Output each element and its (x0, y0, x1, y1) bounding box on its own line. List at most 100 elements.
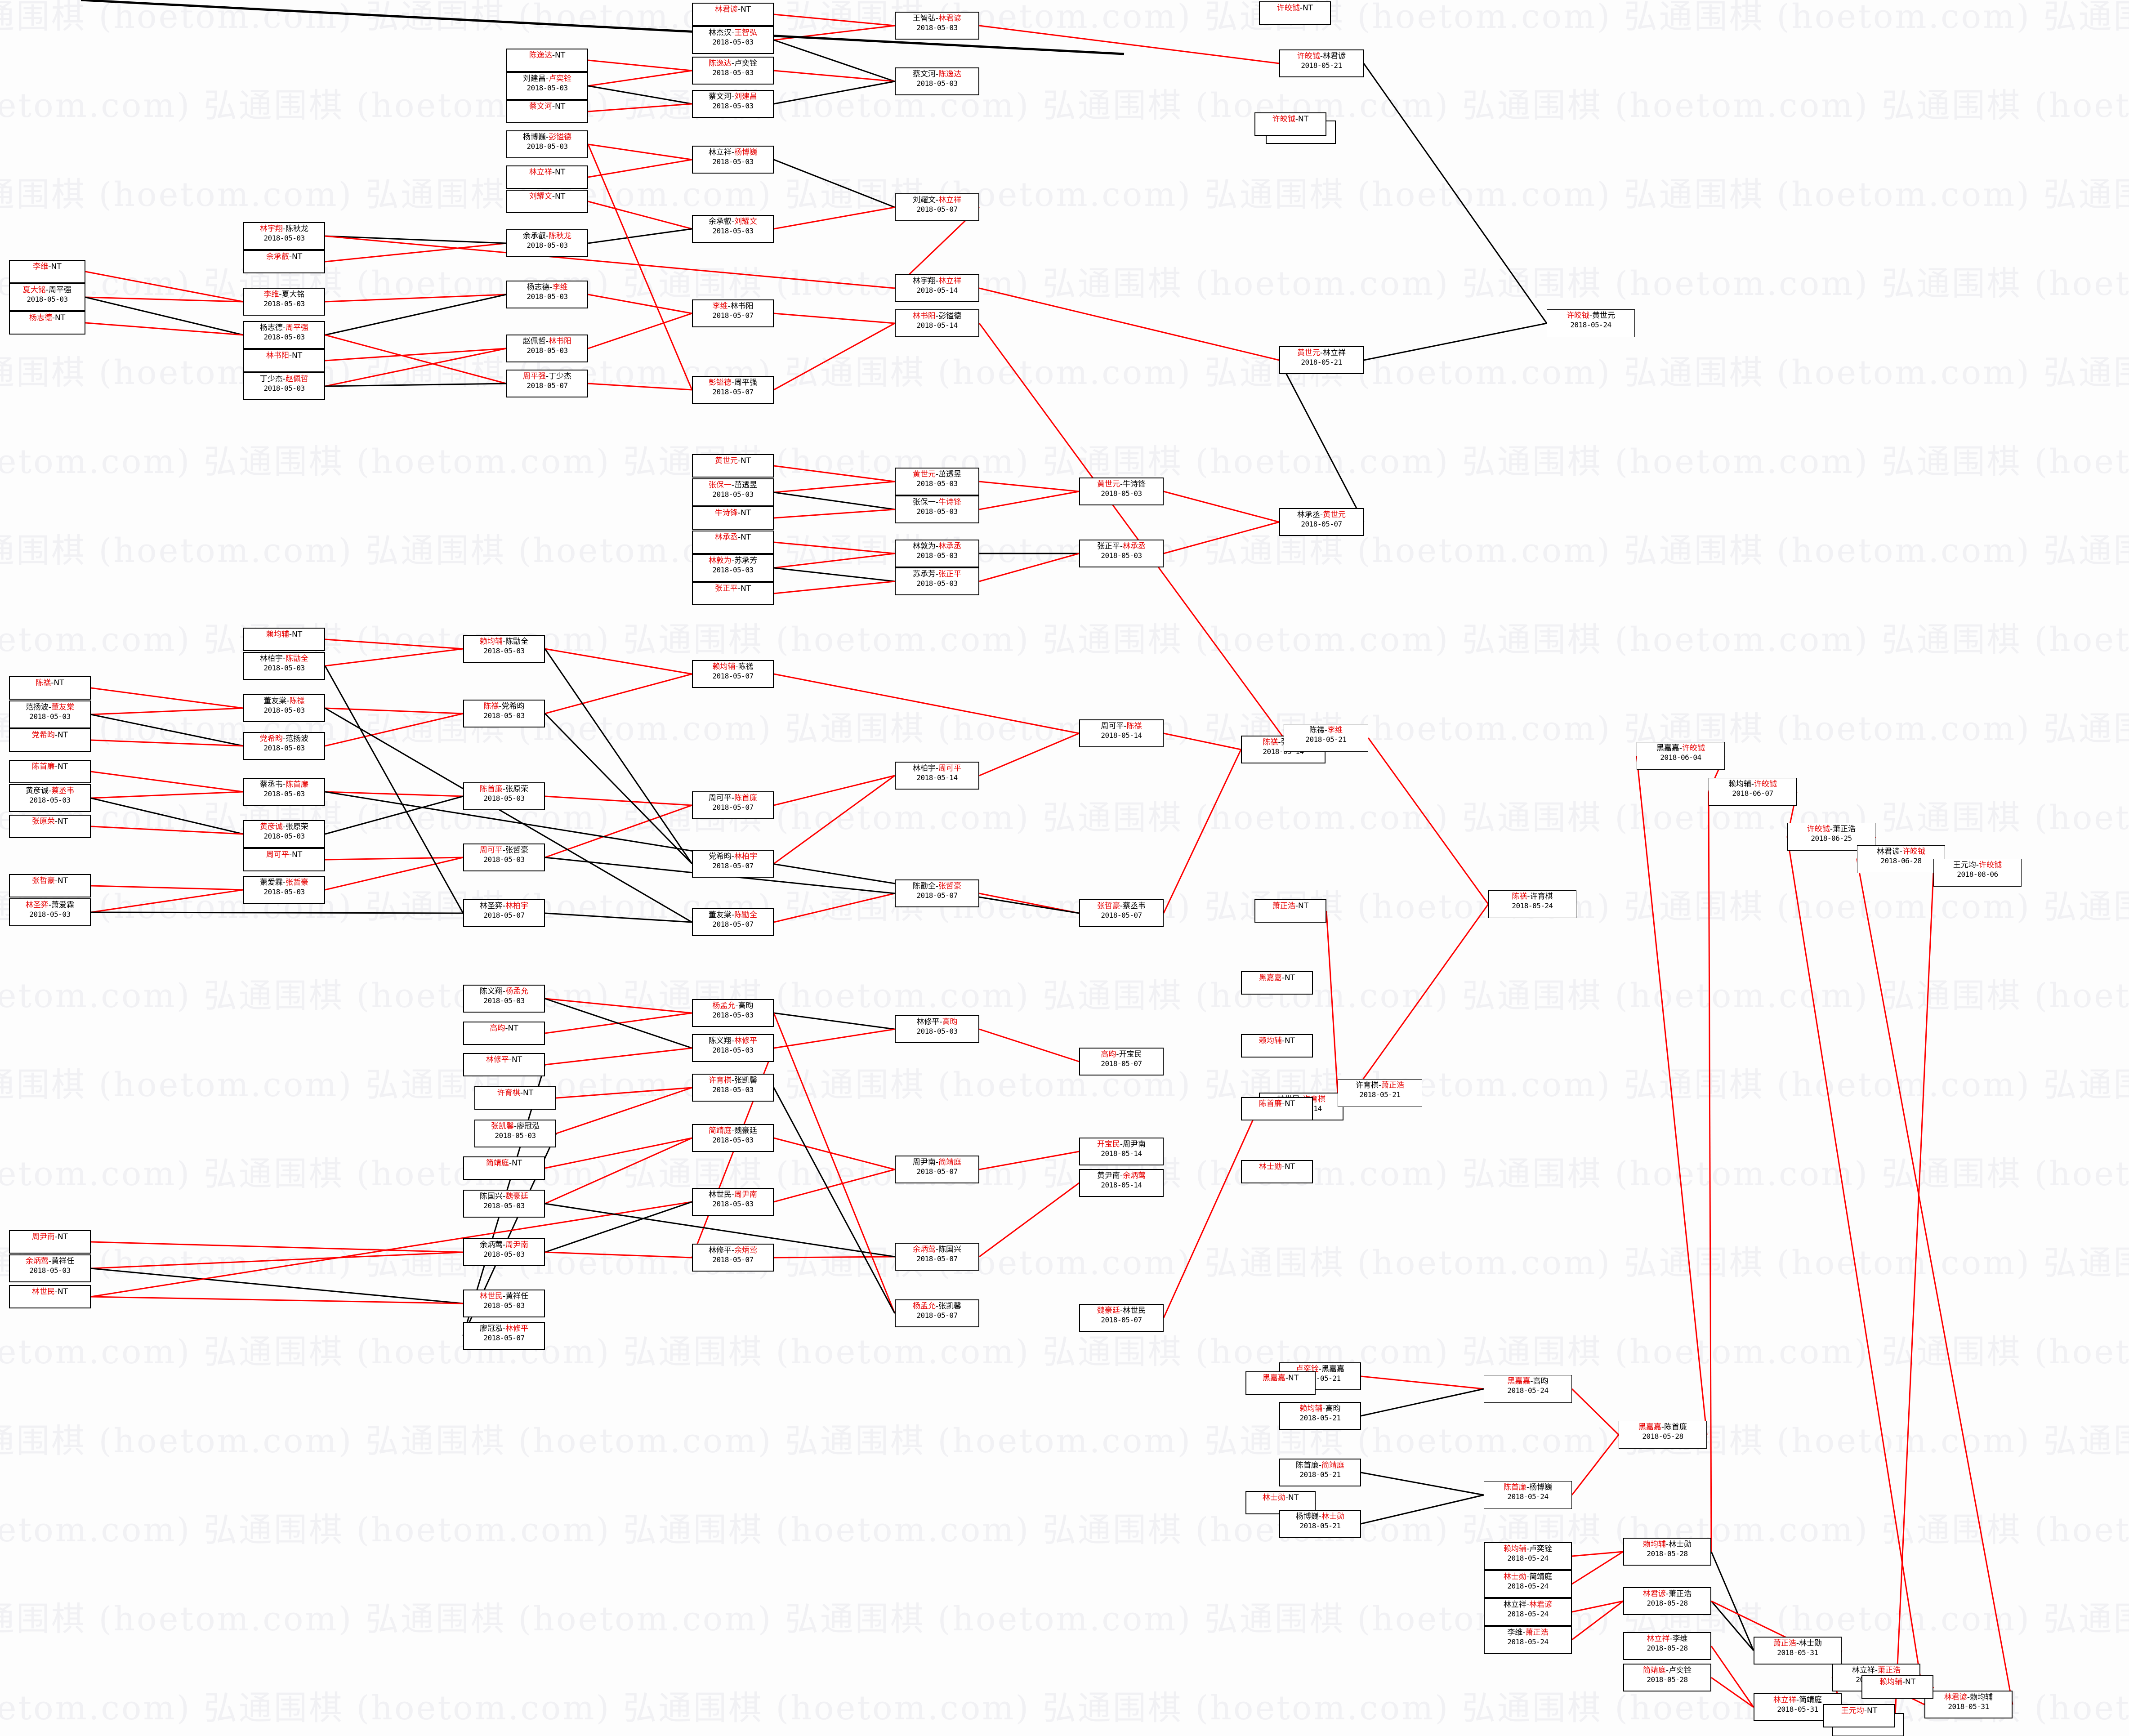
bracket-match-node[interactable]: 高昀-开宝民 2018-05-07 (1079, 1048, 1164, 1076)
bracket-match-node[interactable]: 陈义翔-杨孟允 2018-05-03 (463, 985, 545, 1013)
bracket-match-node[interactable]: 林世民-周尹南 2018-05-03 (692, 1188, 774, 1216)
bracket-match-node[interactable]: 黄世元-茁透昱 2018-05-03 (895, 468, 979, 495)
bracket-match-node[interactable]: 林圣弈-林柏宇 2018-05-07 (463, 899, 545, 927)
bracket-match-node[interactable]: 萧爱霖-张哲豪 2018-05-03 (243, 876, 325, 904)
bracket-match-node[interactable]: 周可平-NT (243, 848, 325, 871)
bracket-match-node[interactable]: 余承叡-陈秋龙 2018-05-03 (506, 229, 588, 257)
bracket-match-node[interactable]: 刘耀文-林立祥 2018-05-07 (895, 193, 979, 221)
bracket-match-node[interactable]: 许皎钺-NT (1259, 1, 1331, 25)
bracket-match-node[interactable]: 余承叡-刘耀文 2018-05-03 (692, 215, 774, 243)
bracket-match-node[interactable]: 赖均辅-NT (1861, 1675, 1933, 1699)
bracket-match-node[interactable]: 陈禚-许育棋 2018-05-24 (1488, 890, 1576, 918)
bracket-match-node[interactable]: 张保一-茁透昱 2018-05-03 (692, 478, 774, 506)
bracket-match-node[interactable]: 蔡文河-刘建昌 2018-05-03 (692, 90, 774, 118)
bracket-match-node[interactable]: 张哲豪-蔡丞韦 2018-05-07 (1079, 899, 1164, 927)
bracket-match-node[interactable]: 萧正浩-林士勋 2018-05-31 (1754, 1637, 1842, 1665)
bracket-match-node[interactable]: 黑嘉嘉-NT (1241, 971, 1313, 995)
bracket-match-node[interactable]: 陈逸达-NT (506, 49, 588, 72)
bracket-match-node[interactable]: 张凯馨-廖冠泓 2018-05-03 (474, 1120, 556, 1147)
bracket-match-node[interactable]: 高昀-NT (463, 1022, 545, 1045)
bracket-match-node[interactable]: 赖均辅-NT (1241, 1034, 1313, 1058)
bracket-match-node[interactable]: 王智弘-林君谚 2018-05-03 (895, 12, 979, 40)
bracket-match-node[interactable]: 赖均辅-林士勋 2018-05-28 (1623, 1538, 1711, 1566)
bracket-match-node[interactable]: 杨博巍-彭镒德 2018-05-03 (506, 130, 588, 158)
bracket-match-node[interactable]: 简靖庭-卢奕铨 2018-05-28 (1623, 1664, 1711, 1691)
bracket-match-node[interactable]: 林书阳-NT (243, 349, 325, 372)
bracket-match-node[interactable]: 蔡文河-陈逸达 2018-05-03 (895, 67, 979, 95)
bracket-match-node[interactable]: 周可平-陈禚 2018-05-14 (1079, 719, 1164, 747)
bracket-match-node[interactable]: 黄世元-牛诗锋 2018-05-03 (1079, 478, 1164, 505)
bracket-match-node[interactable]: 董友棠-陈勖全 2018-05-07 (692, 908, 774, 936)
bracket-match-node[interactable]: 赖均辅-陈禚 2018-05-07 (692, 660, 774, 688)
bracket-match-node[interactable]: 刘耀文-NT (506, 190, 588, 213)
bracket-match-node[interactable]: 党希昀-范扬波 2018-05-03 (243, 732, 325, 760)
bracket-match-node[interactable]: 赖均辅-许皎钺 2018-06-07 (1709, 778, 1797, 806)
bracket-match-node[interactable]: 林修平-余炳莺 2018-05-07 (692, 1244, 774, 1272)
bracket-match-node[interactable]: 黄彦诚-张原荣 2018-05-03 (243, 820, 325, 848)
bracket-match-node[interactable]: 黄彦诚-蔡丞韦 2018-05-03 (9, 784, 91, 812)
bracket-match-node[interactable]: 余炳莺-陈国兴 2018-05-07 (895, 1243, 979, 1271)
bracket-match-node[interactable]: 杨孟允-高昀 2018-05-03 (692, 999, 774, 1027)
bracket-match-node[interactable]: 黑嘉嘉-许皎钺 2018-06-04 (1637, 742, 1725, 770)
bracket-match-node[interactable]: 魏豪廷-林世民 2018-05-07 (1079, 1304, 1164, 1332)
bracket-match-node[interactable]: 林君谚-萧正浩 2018-05-28 (1623, 1587, 1711, 1615)
bracket-match-node[interactable]: 黄世元-NT (692, 454, 774, 478)
bracket-match-node[interactable]: 林敦为-林承丞 2018-05-03 (895, 540, 979, 567)
bracket-match-node[interactable]: 林立祥-NT (506, 165, 588, 189)
bracket-match-node[interactable]: 范扬波-董友棠 2018-05-03 (9, 701, 91, 728)
bracket-match-node[interactable]: 陈国兴-魏豪廷 2018-05-03 (463, 1190, 545, 1218)
bracket-match-node[interactable]: 林圣弈-萧爱霖 2018-05-03 (9, 898, 91, 926)
bracket-match-node[interactable]: 许皎钺-黄世元 2018-05-24 (1547, 309, 1635, 337)
bracket-match-node[interactable]: 许皎钺-NT (1254, 112, 1326, 136)
bracket-match-node[interactable]: 张保一-牛诗锋 2018-05-03 (895, 495, 979, 523)
bracket-match-node[interactable]: 林世民-NT (9, 1285, 91, 1308)
bracket-match-node[interactable]: 黄尹南-余炳莺 2018-05-14 (1079, 1169, 1164, 1197)
bracket-match-node[interactable]: 牛诗锋-NT (692, 506, 774, 530)
bracket-match-node[interactable]: 简靖庭-魏豪廷 2018-05-03 (692, 1124, 774, 1152)
bracket-match-node[interactable]: 杨志德-NT (9, 311, 85, 335)
bracket-match-node[interactable]: 黄世元-林立祥 2018-05-21 (1279, 346, 1364, 374)
bracket-match-node[interactable]: 简靖庭-NT (463, 1156, 545, 1180)
bracket-match-node[interactable]: 陈首廉-NT (9, 760, 91, 783)
bracket-match-node[interactable]: 许育棋-NT (474, 1086, 556, 1110)
bracket-match-node[interactable]: 张原荣-NT (9, 815, 91, 838)
bracket-match-node[interactable]: 张正平-林承丞 2018-05-03 (1079, 540, 1164, 567)
bracket-match-node[interactable]: 林承丞-黄世元 2018-05-07 (1279, 508, 1364, 536)
bracket-match-node[interactable]: 张哲豪-NT (9, 874, 91, 897)
bracket-match-node[interactable]: 刘建昌-卢奕铨 2018-05-03 (506, 72, 588, 100)
bracket-match-node[interactable]: 林敦为-苏承芳 2018-05-03 (692, 554, 774, 582)
bracket-match-node[interactable]: 周可平-张哲豪 2018-05-03 (463, 843, 545, 871)
bracket-match-node[interactable]: 林承丞-NT (692, 531, 774, 554)
bracket-match-node[interactable]: 周尹南-简靖庭 2018-05-07 (895, 1156, 979, 1183)
bracket-match-node[interactable]: 林立祥-林君谚 2018-05-24 (1484, 1598, 1572, 1626)
bracket-match-node[interactable]: 周平强-丁少杰 2018-05-07 (506, 370, 588, 397)
bracket-match-node[interactable]: 陈禚-党希昀 2018-05-03 (463, 700, 545, 727)
bracket-match-node[interactable]: 夏大铭-周平强 2018-05-03 (9, 283, 85, 311)
bracket-match-node[interactable]: 林世民-黄祥任 2018-05-03 (463, 1290, 545, 1317)
bracket-match-node[interactable]: 黑嘉嘉-高昀 2018-05-24 (1484, 1375, 1572, 1403)
bracket-match-node[interactable]: 许皎钺-林君谚 2018-05-21 (1279, 49, 1364, 77)
bracket-match-node[interactable]: 杨博巍-林士勋 2018-05-21 (1279, 1510, 1361, 1538)
bracket-match-node[interactable]: 余炳莺-黄祥任 2018-05-03 (9, 1254, 91, 1282)
bracket-match-node[interactable]: 蔡文河-NT (506, 100, 588, 123)
bracket-match-node[interactable]: 陈首廉-简靖庭 2018-05-21 (1279, 1459, 1361, 1486)
bracket-match-node[interactable]: 陈首廉-张原荣 2018-05-03 (463, 782, 545, 810)
bracket-match-node[interactable]: 陈首廉-杨博巍 2018-05-24 (1484, 1481, 1572, 1509)
bracket-match-node[interactable]: 林士勋-简靖庭 2018-05-24 (1484, 1570, 1572, 1598)
bracket-match-node[interactable]: 开宝民-周尹南 2018-05-14 (1079, 1138, 1164, 1165)
bracket-match-node[interactable]: 赖均辅-NT (243, 628, 325, 651)
bracket-match-node[interactable]: 李维-林书阳 2018-05-07 (692, 299, 774, 327)
bracket-match-node[interactable]: 丁少杰-赵佩哲 2018-05-03 (243, 372, 325, 400)
bracket-match-node[interactable]: 杨志德-周平强 2018-05-03 (243, 321, 325, 349)
bracket-match-node[interactable]: 萧正浩-NT (1254, 899, 1326, 923)
bracket-match-node[interactable]: 党希昀-NT (9, 728, 91, 752)
bracket-match-node[interactable]: 周可平-陈首廉 2018-05-07 (692, 791, 774, 819)
bracket-match-node[interactable]: 林宇翔-林立祥 2018-05-14 (895, 274, 979, 302)
bracket-match-node[interactable]: 余承叡-NT (243, 250, 325, 273)
bracket-match-node[interactable]: 林立祥-杨博巍 2018-05-03 (692, 146, 774, 174)
bracket-match-node[interactable]: 陈勖全-张哲豪 2018-05-07 (895, 879, 979, 907)
bracket-match-node[interactable]: 党希昀-林柏宇 2018-05-07 (692, 850, 774, 878)
bracket-match-node[interactable]: 林修平-高昀 2018-05-03 (895, 1015, 979, 1043)
bracket-match-node[interactable]: 董友棠-陈禚 2018-05-03 (243, 694, 325, 722)
bracket-match-node[interactable]: 林士勋-NT (1241, 1160, 1313, 1183)
